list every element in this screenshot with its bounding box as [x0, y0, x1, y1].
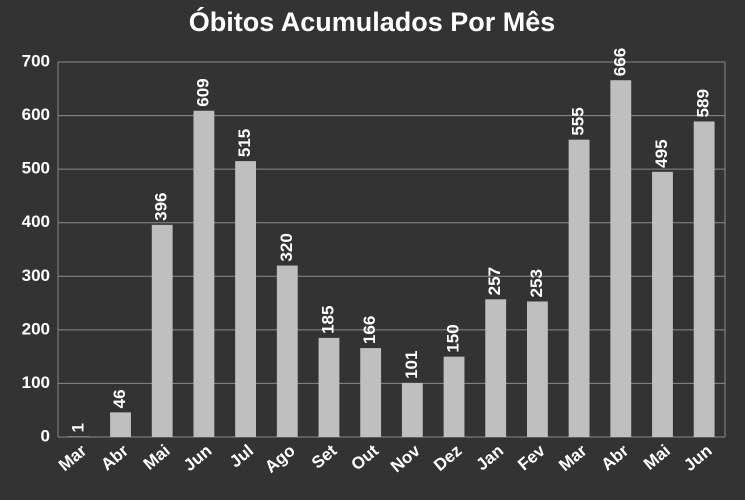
bar: [652, 171, 673, 438]
y-tick-label: 600: [22, 105, 50, 124]
bar: [318, 337, 340, 437]
data-label: 1: [68, 423, 87, 432]
y-tick-label: 0: [41, 426, 50, 445]
y-tick-label: 700: [22, 51, 50, 70]
data-label: 185: [318, 306, 337, 334]
data-label: 166: [360, 316, 379, 344]
bar: [526, 301, 548, 437]
data-label: 589: [694, 89, 713, 117]
bar: [360, 348, 382, 437]
bar: [610, 80, 632, 437]
data-label: 666: [610, 48, 629, 76]
bar: [443, 356, 465, 437]
y-tick-label: 400: [22, 212, 50, 231]
bar: [485, 299, 507, 437]
y-tick-label: 100: [22, 373, 50, 392]
bar: [110, 412, 131, 437]
bar: [68, 436, 90, 437]
data-label: 257: [485, 267, 504, 295]
bar: [151, 224, 173, 437]
data-label: 101: [402, 351, 421, 379]
data-label: 555: [569, 107, 588, 135]
bar: [235, 161, 257, 437]
data-label: 46: [110, 389, 129, 408]
data-label: 320: [277, 233, 296, 261]
chart-title: Óbitos Acumulados Por Mês: [189, 6, 556, 37]
data-label: 495: [652, 139, 671, 167]
bar: [193, 110, 215, 437]
bar: [568, 139, 590, 437]
data-label: 150: [444, 324, 463, 352]
bar: [401, 382, 423, 437]
data-label: 609: [193, 78, 212, 106]
bar: [693, 121, 715, 437]
y-tick-label: 300: [22, 266, 50, 285]
y-tick-label: 500: [22, 159, 50, 178]
data-label: 253: [527, 269, 546, 297]
data-label: 396: [152, 192, 171, 220]
data-label: 515: [235, 129, 254, 157]
bar: [276, 265, 298, 437]
y-tick-label: 200: [22, 319, 50, 338]
